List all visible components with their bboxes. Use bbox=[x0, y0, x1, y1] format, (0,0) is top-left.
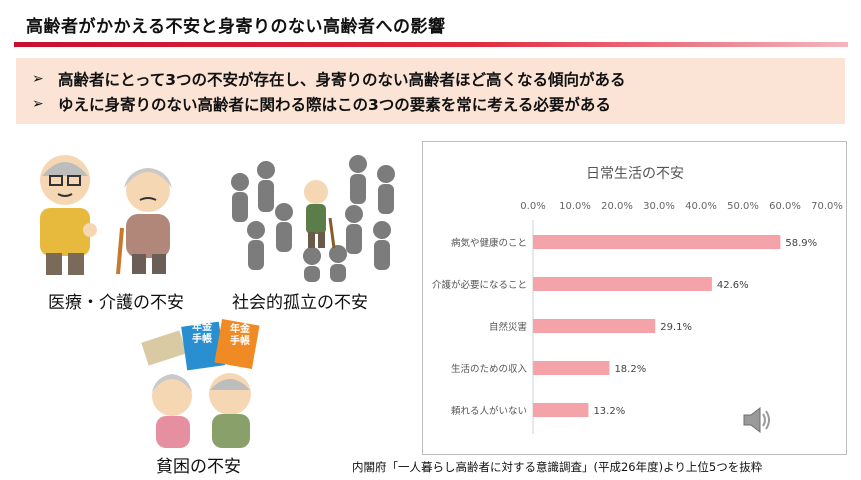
key-message-line-2: ➢ ゆえに身寄りのない高齢者に関わる際はこの3つの要素を常に考える必要がある bbox=[32, 91, 845, 116]
elderly-couple-illustration bbox=[18, 148, 198, 282]
category-label: 介護が必要になること bbox=[432, 279, 527, 291]
bar-value-label: 18.2% bbox=[614, 364, 646, 375]
category-label: 病気や健康のこと bbox=[451, 237, 527, 249]
social-isolation-caption: 社会的孤立の不安 bbox=[232, 293, 368, 313]
category-label: 頼れる人がいない bbox=[451, 405, 527, 417]
key-message-text-2: ゆえに身寄りのない高齢者に関わる際はこの3つの要素を常に考える必要がある bbox=[58, 95, 611, 114]
chart-canvas: 日常生活の不安 0.0% 10.0% 20.0% 30.0% 40.0% 50.0% 60.0… bbox=[432, 166, 843, 434]
pension-book-blue-label: 年金 手帳 bbox=[184, 322, 220, 346]
anxiety-bar-chart: 日常生活の不安 0.0% 10.0% 20.0% 30.0% 40.0% 50.0% 60.0… bbox=[422, 141, 847, 455]
x-tick-label: 50.0% bbox=[727, 201, 759, 212]
bar-value-label: 13.2% bbox=[593, 406, 625, 417]
x-tick-label: 60.0% bbox=[769, 201, 801, 212]
page-title: 高齢者がかかえる不安と身寄りのない高齢者への影響 bbox=[26, 17, 446, 37]
x-tick-label: 40.0% bbox=[685, 201, 717, 212]
source-note: 内閣府「一人暮らし高齢者に対する意識調査」(平成26年度)より上位5つを抜粋 bbox=[352, 460, 763, 474]
chart-title: 日常生活の不安 bbox=[586, 166, 684, 182]
bar bbox=[533, 319, 656, 333]
title-underline bbox=[14, 42, 848, 47]
arrow-right-icon: ➢ bbox=[32, 95, 44, 112]
bar bbox=[533, 361, 610, 375]
category-label: 自然災害 bbox=[489, 321, 527, 333]
key-message-banner: ➢ 高齢者にとって3つの不安が存在し、身寄りのない高齢者ほど高くなる傾向がある … bbox=[16, 58, 845, 124]
pension-book-orange-label: 年金 手帳 bbox=[222, 324, 258, 348]
bar-value-label: 42.6% bbox=[717, 280, 749, 291]
poverty-caption: 貧困の不安 bbox=[156, 457, 241, 477]
key-message-text-1: 高齢者にとって3つの不安が存在し、身寄りのない高齢者ほど高くなる傾向がある bbox=[58, 70, 626, 89]
bar bbox=[533, 277, 712, 291]
bar-value-label: 29.1% bbox=[660, 322, 692, 333]
speaker-icon[interactable] bbox=[740, 403, 774, 441]
x-tick-label: 30.0% bbox=[643, 201, 675, 212]
x-tick-label: 0.0% bbox=[520, 201, 545, 212]
category-label: 生活のための収入 bbox=[451, 363, 528, 375]
bar bbox=[533, 403, 589, 417]
bar-value-label: 58.9% bbox=[785, 238, 817, 249]
pension-book-label-line2: 手帳 bbox=[192, 334, 212, 345]
x-tick-label: 10.0% bbox=[559, 201, 591, 212]
pension-book-label-line2: 手帳 bbox=[230, 336, 250, 347]
x-tick-label: 70.0% bbox=[811, 201, 843, 212]
pension-book-label-line1: 年金 bbox=[192, 322, 212, 333]
x-tick-label: 20.0% bbox=[601, 201, 633, 212]
key-message-line-1: ➢ 高齢者にとって3つの不安が存在し、身寄りのない高齢者ほど高くなる傾向がある bbox=[32, 66, 845, 91]
social-isolation-illustration bbox=[226, 152, 406, 286]
medical-care-caption: 医療・介護の不安 bbox=[48, 293, 184, 313]
pension-book-label-line1: 年金 bbox=[230, 324, 250, 335]
arrow-right-icon: ➢ bbox=[32, 70, 44, 87]
poverty-illustration bbox=[138, 318, 288, 452]
bar bbox=[533, 235, 781, 249]
